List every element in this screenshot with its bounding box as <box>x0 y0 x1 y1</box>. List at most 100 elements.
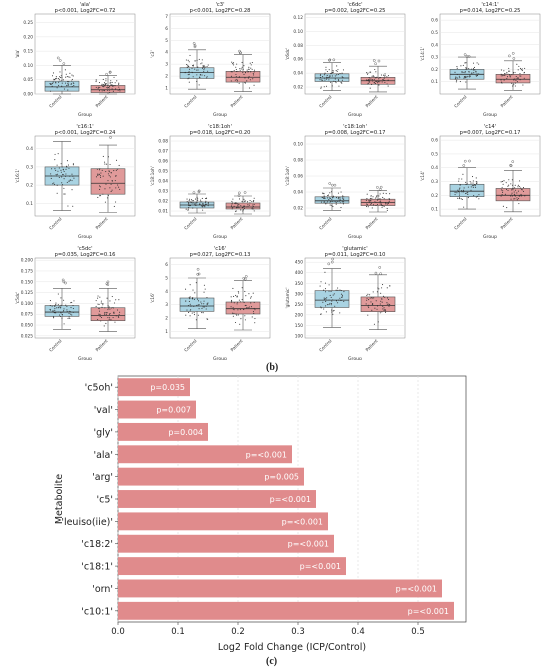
jitter-point <box>204 75 206 77</box>
jitter-point <box>72 163 74 165</box>
jitter-point <box>95 79 97 81</box>
jitter-point <box>57 307 59 309</box>
jitter-point <box>375 197 377 199</box>
jitter-point <box>239 301 241 303</box>
jitter-point <box>56 87 58 89</box>
jitter-point <box>519 180 521 182</box>
jitter-point <box>368 307 370 309</box>
jitter-point <box>334 201 336 203</box>
jitter-point <box>186 63 188 66</box>
jitter-point <box>523 77 525 79</box>
jitter-point <box>247 77 249 79</box>
y-tick-label: 0.04 <box>293 190 303 196</box>
jitter-point <box>98 90 101 92</box>
jitter-point <box>322 75 324 78</box>
jitter-point <box>514 198 516 200</box>
jitter-point <box>68 76 70 78</box>
jitter-point <box>65 304 67 306</box>
jitter-point <box>238 204 240 206</box>
jitter-point <box>465 75 467 77</box>
jitter-point <box>204 288 206 290</box>
jitter-point <box>463 191 465 193</box>
jitter-point <box>458 198 460 200</box>
jitter-point <box>238 292 240 294</box>
jitter-point <box>109 163 111 166</box>
jitter-point <box>372 291 374 293</box>
jitter-point <box>200 301 202 303</box>
jitter-point <box>388 199 390 201</box>
jitter-point <box>207 202 209 204</box>
jitter-point <box>333 309 335 312</box>
jitter-point <box>67 89 69 91</box>
jitter-point <box>501 194 503 196</box>
jitter-point <box>59 71 61 73</box>
jitter-point <box>247 71 249 73</box>
outlier-point <box>374 271 378 275</box>
y-tick-label: 0.1 <box>26 201 33 207</box>
y-tick-label: 0.075 <box>21 312 34 318</box>
jitter-point <box>329 202 331 204</box>
bar-label: p=<0.001 <box>246 450 287 459</box>
jitter-point <box>332 195 334 197</box>
y-tick-label: 1 <box>165 86 168 92</box>
jitter-point <box>320 79 323 81</box>
jitter-point <box>370 301 372 303</box>
jitter-point <box>71 83 73 85</box>
jitter-point <box>196 298 199 300</box>
jitter-point <box>511 74 513 76</box>
jitter-point <box>113 170 115 172</box>
x-tick-label: Patient <box>500 94 515 109</box>
bar-label: p=0.005 <box>264 473 299 482</box>
jitter-point <box>339 197 341 199</box>
x-tick-label: Patient <box>365 216 380 231</box>
jitter-point <box>57 311 59 313</box>
y-tick-label: 'gly' <box>93 427 113 438</box>
jitter-point <box>519 72 521 75</box>
jitter-point <box>111 180 113 182</box>
jitter-point <box>56 175 58 177</box>
bar <box>118 467 304 486</box>
jitter-point <box>371 297 373 299</box>
y-tick-label: 0.08 <box>293 43 303 49</box>
y-tick-label: 0.150 <box>21 279 34 285</box>
jitter-point <box>232 308 234 310</box>
x-tick-label: Control <box>183 94 198 109</box>
jitter-point <box>60 307 62 309</box>
jitter-point <box>55 78 57 80</box>
jitter-point <box>230 71 232 73</box>
jitter-point <box>113 85 115 87</box>
jitter-point <box>108 318 110 320</box>
jitter-point <box>463 77 465 79</box>
jitter-point <box>478 73 480 75</box>
jitter-point <box>67 83 69 85</box>
jitter-point <box>325 69 327 71</box>
jitter-point <box>70 311 72 313</box>
jitter-point <box>520 193 522 196</box>
jitter-point <box>62 311 64 313</box>
jitter-point <box>113 76 115 78</box>
jitter-point <box>242 206 244 208</box>
jitter-point <box>247 206 249 208</box>
jitter-point <box>522 84 524 86</box>
jitter-point <box>473 66 475 69</box>
jitter-point <box>500 181 502 183</box>
jitter-point <box>510 198 512 200</box>
jitter-point <box>110 84 112 86</box>
jitter-point <box>245 304 247 307</box>
jitter-point <box>381 206 383 208</box>
jitter-point <box>466 76 468 78</box>
jitter-point <box>338 196 340 199</box>
jitter-point <box>248 204 250 206</box>
x-tick-label: Patient <box>95 94 110 109</box>
jitter-point <box>233 64 235 66</box>
jitter-point <box>243 73 245 76</box>
jitter-point <box>333 80 335 82</box>
y-tick-label: 7 <box>165 14 168 20</box>
jitter-point <box>500 79 502 81</box>
jitter-point <box>365 303 367 305</box>
jitter-point <box>470 189 472 191</box>
jitter-point <box>207 64 209 66</box>
jitter-point <box>511 195 513 197</box>
jitter-point <box>370 200 372 202</box>
jitter-point <box>55 81 57 83</box>
